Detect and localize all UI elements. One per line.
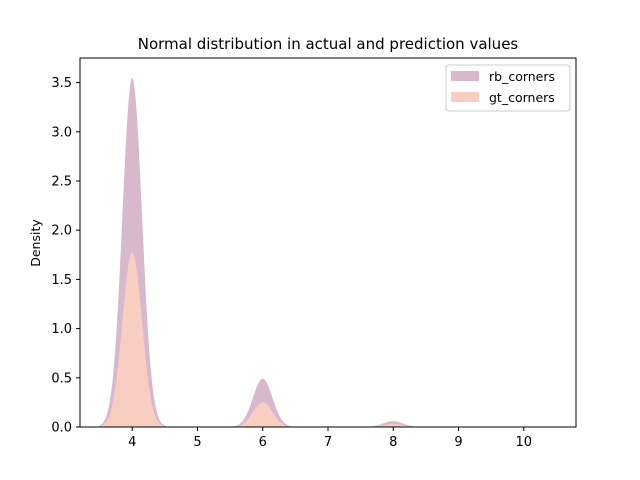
plot-frame (79, 57, 577, 428)
y-tick-label: 1.5 (51, 273, 72, 288)
x-tick-label: 8 (389, 435, 397, 450)
y-tick-label: 0.5 (51, 371, 72, 386)
area-gt-corners (99, 251, 557, 427)
x-tick-label: 10 (516, 435, 533, 450)
legend-label-gt-corners: gt_corners (489, 90, 555, 105)
legend-label-rb-corners: rb_corners (489, 69, 555, 84)
y-tick-label: 3.0 (51, 125, 72, 140)
y-tick-label: 2.0 (51, 224, 72, 239)
y-tick-label: 0.0 (51, 421, 72, 436)
legend-swatch-gt-corners (451, 92, 479, 102)
x-tick-label: 7 (324, 435, 332, 450)
x-tick-label: 6 (259, 435, 267, 450)
chart-title: Normal distribution in actual and predic… (138, 35, 519, 53)
legend: rb_corners gt_corners (445, 64, 571, 112)
density-areas (99, 77, 557, 428)
x-axis: 4 5 6 7 8 9 10 (128, 427, 532, 450)
y-axis: 0.0 0.5 1.0 1.5 2.0 2.5 3.0 3.5 (51, 76, 80, 436)
y-axis-label: Density (28, 219, 43, 267)
y-tick-label: 3.5 (51, 76, 72, 91)
y-tick-label: 2.5 (51, 175, 72, 190)
legend-swatch-rb-corners (451, 71, 479, 81)
y-tick-label: 1.0 (51, 322, 72, 337)
area-rb-corners (99, 77, 557, 428)
x-tick-label: 4 (128, 435, 136, 450)
x-tick-label: 9 (454, 435, 462, 450)
x-tick-label: 5 (193, 435, 201, 450)
